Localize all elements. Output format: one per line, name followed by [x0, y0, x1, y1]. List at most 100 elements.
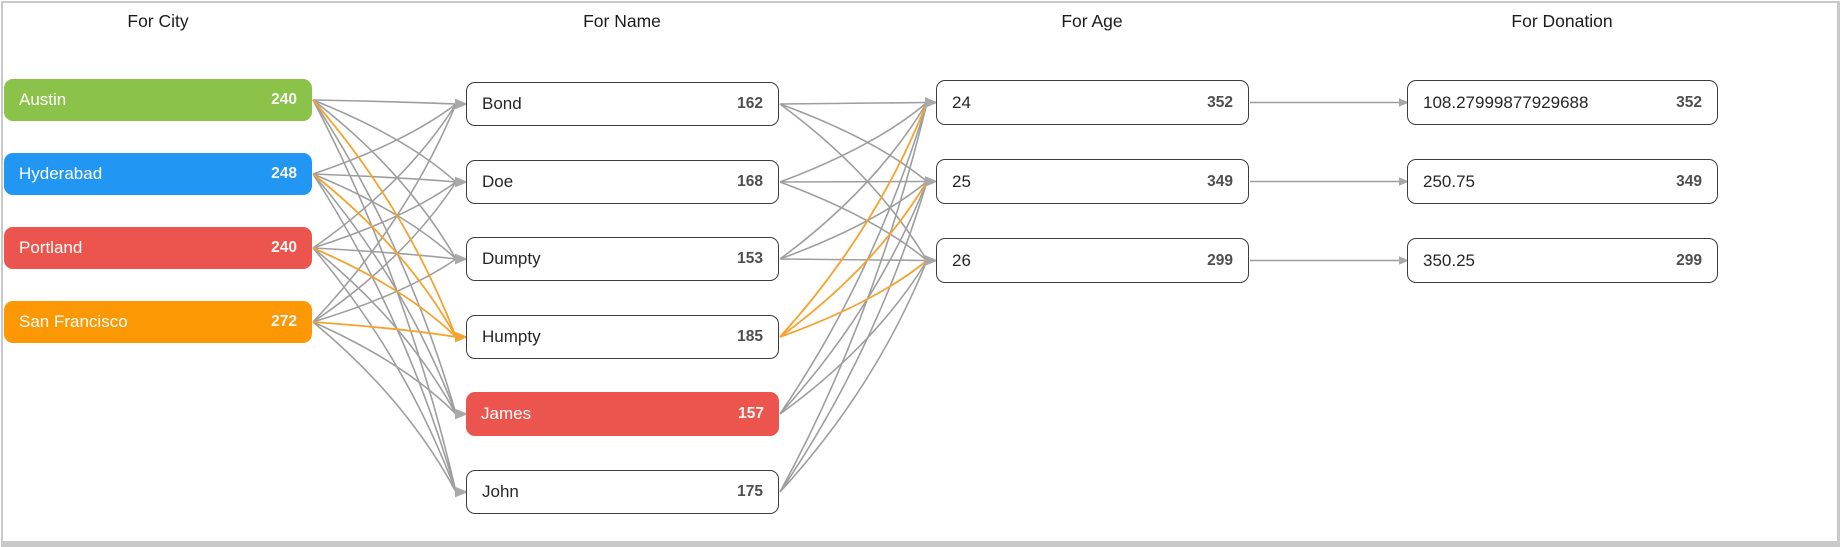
column-header-city: For City	[127, 11, 189, 31]
node-doe[interactable]: Doe 168	[466, 160, 779, 204]
link	[312, 103, 457, 175]
node-san-francisco[interactable]: San Francisco 272	[4, 301, 312, 343]
node-portland[interactable]: Portland 240	[4, 227, 312, 269]
link	[312, 99, 457, 338]
node-john[interactable]: John 175	[466, 470, 779, 514]
link	[779, 258, 928, 262]
arrowhead	[455, 98, 468, 110]
link	[312, 321, 457, 338]
link	[779, 103, 928, 183]
arrowhead	[1399, 177, 1409, 186]
node-hyderabad[interactable]: Hyderabad 248	[4, 153, 312, 195]
link	[312, 321, 457, 493]
node-humpty[interactable]: Humpty 185	[466, 315, 779, 359]
arrowhead	[455, 176, 468, 188]
arrowhead	[455, 486, 468, 498]
arrowhead	[455, 408, 468, 420]
node-value: 175	[737, 483, 763, 500]
column-header-age: For Age	[1061, 11, 1123, 31]
link	[312, 103, 457, 323]
link	[312, 173, 457, 338]
node-label: Doe	[482, 172, 514, 191]
node-value: 272	[271, 313, 297, 330]
node-25[interactable]: 25 349	[936, 159, 1249, 204]
link	[312, 103, 457, 249]
node-value: 352	[1676, 93, 1702, 111]
link	[312, 99, 457, 105]
link	[779, 181, 928, 415]
node-value: 352	[1207, 93, 1233, 111]
node-250-75[interactable]: 250.75 349	[1407, 159, 1718, 204]
node-value: 240	[271, 239, 297, 256]
node-label: 25	[952, 171, 971, 191]
arrowhead	[925, 176, 938, 187]
node-label: James	[481, 404, 532, 423]
node-dumpty[interactable]: Dumpty 153	[466, 237, 779, 281]
link	[779, 260, 928, 415]
node-26[interactable]: 26 299	[936, 238, 1249, 283]
link	[779, 101, 928, 105]
link	[779, 180, 928, 260]
node-label: 350.25	[1423, 250, 1475, 270]
node-24[interactable]: 24 352	[936, 80, 1249, 125]
node-label: 24	[952, 92, 971, 112]
arrowhead	[925, 255, 938, 266]
link	[779, 260, 928, 493]
link	[779, 181, 928, 493]
node-value: 240	[271, 91, 297, 108]
arrowhead	[1399, 256, 1409, 265]
node-value: 299	[1676, 251, 1702, 269]
link	[312, 247, 457, 260]
column-header-donation: For Donation	[1511, 11, 1613, 31]
node-label: Humpty	[482, 327, 541, 346]
arrowhead	[455, 253, 468, 265]
arrowhead	[925, 97, 938, 108]
link	[312, 181, 457, 249]
node-label: 108.27999877929688	[1423, 92, 1589, 112]
node-350-25[interactable]: 350.25 299	[1407, 238, 1718, 283]
node-label: John	[482, 482, 519, 501]
node-label: Hyderabad	[19, 164, 103, 183]
link	[312, 173, 457, 260]
node-bond[interactable]: Bond 162	[466, 82, 779, 126]
link	[312, 99, 457, 260]
link	[779, 180, 928, 183]
node-label: Dumpty	[482, 249, 541, 268]
link	[779, 102, 928, 415]
node-value: 168	[737, 173, 763, 190]
link	[779, 102, 928, 493]
link	[312, 173, 457, 493]
node-label: Portland	[19, 238, 83, 257]
node-value: 185	[737, 328, 763, 345]
link	[312, 321, 457, 415]
node-austin[interactable]: Austin 240	[4, 79, 312, 121]
node-value: 349	[1676, 172, 1702, 190]
node-label: Bond	[482, 94, 522, 113]
link	[312, 247, 457, 493]
link	[312, 99, 457, 183]
link	[779, 101, 928, 183]
node-label: 26	[952, 250, 971, 270]
node-value: 299	[1207, 251, 1233, 269]
link	[312, 247, 457, 338]
node-value: 153	[737, 250, 763, 267]
link	[779, 259, 928, 338]
link	[312, 247, 457, 415]
column-header-name: For Name	[583, 11, 661, 31]
link	[312, 99, 457, 493]
link	[312, 173, 457, 415]
node-label: San Francisco	[19, 312, 128, 331]
node-value: 157	[738, 405, 764, 422]
link	[312, 99, 457, 415]
arrowhead	[455, 331, 468, 343]
link	[779, 102, 928, 338]
link	[312, 258, 457, 323]
link	[779, 103, 928, 261]
node-label: 250.75	[1423, 171, 1475, 191]
node-108-27999877929688[interactable]: 108.27999877929688 352	[1407, 80, 1718, 125]
node-james[interactable]: James 157	[466, 392, 779, 436]
node-label: Austin	[19, 90, 67, 109]
arrowhead	[1399, 98, 1409, 107]
link	[312, 173, 457, 183]
